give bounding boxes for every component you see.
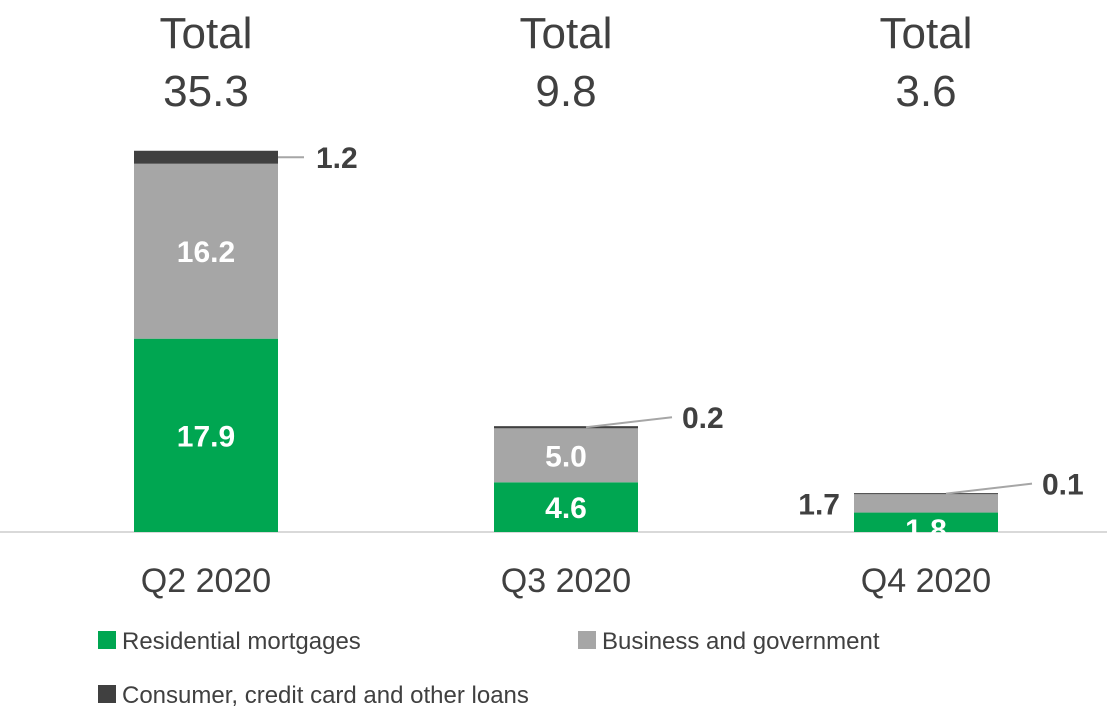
total-value-cat-1: 35.3 xyxy=(163,67,249,116)
leader-line-consumer-cat-2 xyxy=(585,416,673,429)
leader-line-consumer-cat-3 xyxy=(945,482,1033,495)
bar-segment-2-cat-2 xyxy=(494,428,638,483)
bar-segment-1-cat-2 xyxy=(494,482,638,532)
bar-segment-2-cat-1 xyxy=(134,163,278,339)
bar-segment-3-cat-3 xyxy=(854,493,998,495)
data-label-business-cat-2: 5.0 xyxy=(545,440,587,473)
total-prefix-cat-3: Total xyxy=(880,9,973,58)
legend-label-2: Business and government xyxy=(602,628,880,655)
total-value-cat-3: 3.6 xyxy=(895,67,956,116)
total-value-cat-2: 9.8 xyxy=(535,67,596,116)
data-label-residential-cat-3: 1.8 xyxy=(905,514,947,547)
total-prefix-cat-2: Total xyxy=(520,9,613,58)
legend-swatch-3 xyxy=(98,685,116,703)
legend-swatch-1 xyxy=(98,631,116,649)
legend-swatch-2 xyxy=(578,631,596,649)
data-label-consumer-cat-1: 1.2 xyxy=(316,142,358,175)
bar-segment-2-cat-3 xyxy=(854,494,998,513)
bar-segment-1-cat-3 xyxy=(854,512,998,532)
data-label-business-cat-1: 16.2 xyxy=(177,236,235,269)
data-label-residential-cat-1: 17.9 xyxy=(177,420,235,453)
x-tick-label-cat-2: Q3 2020 xyxy=(501,562,631,600)
data-label-consumer-cat-2: 0.2 xyxy=(682,402,724,435)
legend-label-1: Residential mortgages xyxy=(122,628,361,655)
bar-segment-3-cat-1 xyxy=(134,150,278,164)
x-tick-label-cat-3: Q4 2020 xyxy=(861,562,991,600)
data-label-business-cat-3: 1.7 xyxy=(798,488,840,521)
bar-segment-1-cat-1 xyxy=(134,338,278,532)
total-prefix-cat-1: Total xyxy=(160,9,253,58)
x-tick-label-cat-1: Q2 2020 xyxy=(141,562,271,600)
data-label-consumer-cat-3: 0.1 xyxy=(1042,469,1084,502)
legend-label-3: Consumer, credit card and other loans xyxy=(122,682,529,709)
data-label-residential-cat-2: 4.6 xyxy=(545,492,587,525)
bar-segment-3-cat-2 xyxy=(494,426,638,429)
